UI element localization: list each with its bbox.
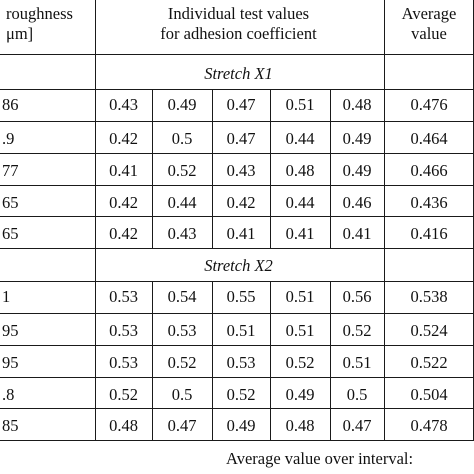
roughness-cell: .8 <box>2 384 15 404</box>
roughness-header-line2: μm] <box>6 24 34 43</box>
roughness-cell: .9 <box>2 128 15 148</box>
test-value-cell: 0.49 <box>285 384 315 404</box>
test-value-cell: 0.51 <box>285 94 315 114</box>
test-value-cell: 0.52 <box>167 160 197 180</box>
roughness-header-line1: roughness <box>6 4 73 23</box>
test-value-cell: 0.53 <box>109 286 138 306</box>
test-value-cell: 0.41 <box>285 223 315 243</box>
test-value-cell: 0.43 <box>167 223 197 243</box>
test-value-cell: 0.44 <box>285 192 315 212</box>
test-value-cell: 0.46 <box>342 192 372 212</box>
test-value-cell: 0.48 <box>342 94 372 114</box>
test-value-cell: 0.5 <box>346 384 368 404</box>
test-value-cell: 0.49 <box>342 160 372 180</box>
average-value-cell: 0.478 <box>410 415 448 435</box>
test-value-cell: 0.41 <box>226 223 256 243</box>
test-value-cell: 0.49 <box>226 415 256 435</box>
test-value-cell: 0.53 <box>167 320 197 340</box>
test-value-cell: 0.51 <box>226 320 256 340</box>
test-value-cell: 0.52 <box>285 352 315 372</box>
average-value-cell: 0.476 <box>410 94 448 114</box>
test-value-cell: 0.52 <box>226 384 256 404</box>
test-value-cell: 0.53 <box>226 352 256 372</box>
individual-tests-column-header: Individual test values for adhesion coef… <box>95 4 382 44</box>
average-value-cell: 0.504 <box>410 384 448 404</box>
test-value-cell: 0.51 <box>285 286 315 306</box>
test-value-cell: 0.41 <box>109 160 138 180</box>
roughness-cell: 77 <box>2 160 19 180</box>
roughness-cell: 1 <box>2 286 11 306</box>
tests-header-line2: for adhesion coefficient <box>160 24 317 43</box>
test-value-cell: 0.44 <box>285 128 315 148</box>
roughness-cell: 65 <box>2 192 19 212</box>
test-value-cell: 0.52 <box>342 320 372 340</box>
test-value-cell: 0.47 <box>226 94 256 114</box>
roughness-cell: 95 <box>2 352 19 372</box>
test-value-cell: 0.47 <box>167 415 197 435</box>
test-value-cell: 0.52 <box>109 384 138 404</box>
test-value-cell: 0.49 <box>342 128 372 148</box>
average-value-cell: 0.416 <box>410 223 448 243</box>
tests-header-line1: Individual test values <box>167 4 310 23</box>
test-value-cell: 0.48 <box>285 415 315 435</box>
section-title-stretch-x2: Stretch X2 <box>204 256 273 275</box>
test-value-cell: 0.42 <box>226 192 256 212</box>
average-value-cell: 0.524 <box>410 320 448 340</box>
test-value-cell: 0.42 <box>109 128 138 148</box>
average-value-cell: 0.466 <box>410 160 448 180</box>
test-value-cell: 0.47 <box>342 415 372 435</box>
roughness-cell: 85 <box>2 415 19 435</box>
average-value-cell: 0.538 <box>410 286 448 306</box>
test-value-cell: 0.5 <box>171 128 193 148</box>
test-value-cell: 0.53 <box>109 352 138 372</box>
section-title-stretch-x1: Stretch X1 <box>204 64 273 83</box>
average-column-header: Average value <box>384 4 474 44</box>
test-value-cell: 0.47 <box>226 128 256 148</box>
test-value-cell: 0.41 <box>342 223 372 243</box>
test-value-cell: 0.44 <box>167 192 197 212</box>
test-value-cell: 0.43 <box>226 160 256 180</box>
test-value-cell: 0.48 <box>285 160 315 180</box>
test-value-cell: 0.54 <box>167 286 197 306</box>
test-value-cell: 0.51 <box>285 320 315 340</box>
roughness-cell: 65 <box>2 223 19 243</box>
roughness-cell: 86 <box>2 94 19 114</box>
average-header-line1: Average <box>401 4 457 23</box>
test-value-cell: 0.52 <box>167 352 197 372</box>
average-value-cell: 0.522 <box>410 352 448 372</box>
test-value-cell: 0.51 <box>342 352 372 372</box>
average-over-interval-label: Average value over interval: <box>226 449 414 468</box>
average-value-cell: 0.436 <box>410 192 448 212</box>
test-value-cell: 0.43 <box>109 94 138 114</box>
test-value-cell: 0.55 <box>226 286 256 306</box>
roughness-cell: 95 <box>2 320 19 340</box>
test-value-cell: 0.56 <box>342 286 372 306</box>
test-value-cell: 0.5 <box>171 384 193 404</box>
test-value-cell: 0.42 <box>109 192 138 212</box>
test-value-cell: 0.53 <box>109 320 138 340</box>
grid-line <box>0 54 474 55</box>
roughness-column-header: roughness μm] <box>0 4 92 44</box>
average-value-cell: 0.464 <box>410 128 448 148</box>
test-value-cell: 0.42 <box>109 223 138 243</box>
average-header-line2: value <box>411 24 447 43</box>
test-value-cell: 0.49 <box>167 94 197 114</box>
test-value-cell: 0.48 <box>109 415 138 435</box>
